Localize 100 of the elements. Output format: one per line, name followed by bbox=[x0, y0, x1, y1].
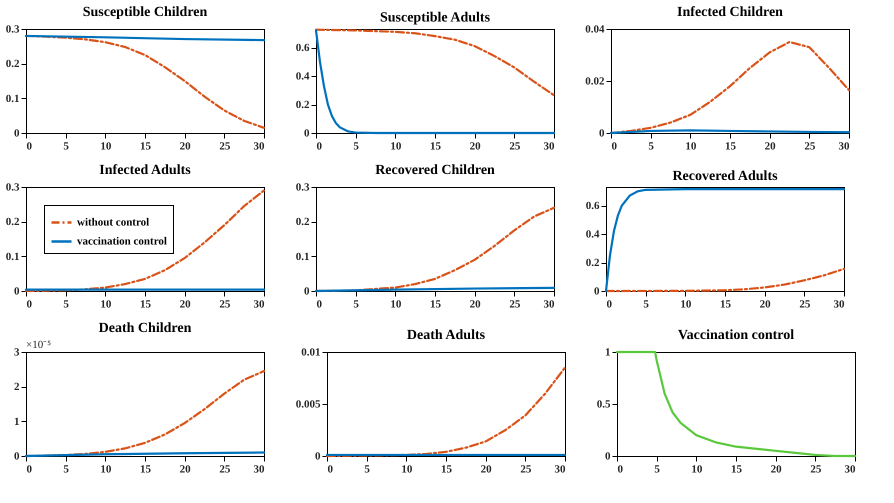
line-series bbox=[326, 366, 566, 458]
y-tick-label: 0.02 bbox=[585, 76, 605, 88]
x-tick-label: 25 bbox=[219, 298, 231, 310]
x-tick-label: 5 bbox=[364, 464, 370, 476]
y-tick-label: 0 bbox=[599, 128, 605, 140]
line-series bbox=[314, 28, 556, 96]
y-tick-label: 0.2 bbox=[6, 58, 20, 70]
chart-title: Recovered Children bbox=[375, 163, 496, 178]
x-tick-label: 20 bbox=[480, 464, 492, 476]
y-tick-label: 0.4 bbox=[296, 70, 310, 83]
x-tick-label: 15 bbox=[725, 140, 736, 152]
x-tick-label: 20 bbox=[760, 298, 772, 310]
x-tick-label: 30 bbox=[844, 464, 856, 476]
chart-title: Susceptible Children bbox=[82, 5, 208, 20]
y-tick-label: 0.04 bbox=[585, 24, 605, 36]
x-tick-label: 20 bbox=[180, 298, 192, 310]
chart-title: Susceptible Adults bbox=[380, 10, 491, 26]
x-tick-label: 30 bbox=[254, 298, 265, 310]
x-tick-label: 25 bbox=[509, 140, 521, 152]
y-tick-label: 0.3 bbox=[6, 24, 20, 36]
x-tick-label: 20 bbox=[180, 140, 192, 152]
x-tick-label: 30 bbox=[544, 298, 555, 310]
x-tick-label: 10 bbox=[390, 298, 402, 310]
line-series bbox=[616, 350, 856, 458]
y-tick-label: 0.5 bbox=[596, 398, 611, 410]
x-tick-label: 5 bbox=[63, 464, 70, 476]
chart-title: Recovered Adults bbox=[672, 169, 778, 184]
x-tick-label: 20 bbox=[470, 140, 482, 152]
y-tick-label: 0.2 bbox=[586, 257, 600, 270]
y-tick-label: 0 bbox=[304, 128, 310, 140]
y-tick-label: 0.3 bbox=[6, 182, 20, 194]
x-tick-label: 25 bbox=[520, 464, 532, 476]
y-tick-label: 0.1 bbox=[6, 92, 20, 105]
x-tick-label: 10 bbox=[401, 464, 413, 476]
x-tick-label: 20 bbox=[770, 464, 782, 476]
x-tick-label: 25 bbox=[509, 298, 521, 310]
y-tick-label: 0.2 bbox=[296, 216, 310, 228]
x-tick-label: 25 bbox=[799, 298, 811, 310]
y-tick-label: 0 bbox=[605, 450, 611, 462]
x-tick-label: 10 bbox=[390, 140, 402, 152]
x-tick-label: 5 bbox=[353, 140, 360, 152]
x-tick-label: 10 bbox=[100, 140, 112, 152]
x-tick-label: 25 bbox=[219, 140, 231, 152]
x-tick-label: 20 bbox=[180, 464, 192, 476]
x-tick-label: 15 bbox=[720, 298, 732, 310]
x-tick-label: 25 bbox=[219, 464, 231, 476]
chart-title: Infected Adults bbox=[99, 163, 192, 178]
y-tick-label: 0.1 bbox=[296, 250, 310, 263]
line-series bbox=[610, 40, 850, 134]
x-tick-label: 10 bbox=[685, 140, 697, 152]
x-tick-label: 0 bbox=[26, 140, 32, 152]
y-tick-label: 0.005 bbox=[296, 398, 321, 410]
x-tick-label: 20 bbox=[764, 140, 776, 152]
x-tick-label: 0 bbox=[26, 464, 32, 476]
x-tick-label: 5 bbox=[654, 464, 660, 476]
x-tick-label: 30 bbox=[254, 140, 265, 152]
x-tick-label: 30 bbox=[838, 140, 850, 152]
text: ×10⁻⁵ bbox=[26, 339, 52, 351]
x-tick-label: 5 bbox=[643, 298, 650, 310]
x-tick-label: 15 bbox=[430, 298, 442, 310]
x-tick-label: 10 bbox=[100, 464, 112, 476]
x-tick-label: 5 bbox=[63, 298, 70, 310]
x-tick-label: 5 bbox=[353, 298, 360, 310]
legend-label: vaccination control bbox=[77, 236, 167, 248]
y-tick-label: 0.2 bbox=[6, 216, 20, 228]
x-tick-label: 15 bbox=[731, 464, 742, 476]
x-tick-label: 30 bbox=[554, 464, 566, 476]
x-tick-label: 5 bbox=[63, 140, 70, 152]
y-tick-label: 0.01 bbox=[301, 346, 320, 358]
y-tick-label: 0 bbox=[304, 286, 310, 298]
chart-title: Death Adults bbox=[406, 328, 486, 343]
x-tick-label: 30 bbox=[544, 140, 555, 152]
x-tick-label: 15 bbox=[441, 464, 452, 476]
y-tick-label: 0 bbox=[315, 450, 321, 462]
x-tick-label: 15 bbox=[140, 464, 152, 476]
x-tick-label: 25 bbox=[804, 140, 816, 152]
y-tick-label: 2 bbox=[14, 381, 20, 394]
y-tick-label: 0.4 bbox=[586, 228, 600, 241]
y-tick-label: 0 bbox=[14, 128, 20, 140]
x-tick-label: 0 bbox=[618, 464, 624, 476]
y-tick-label: 0 bbox=[14, 286, 20, 298]
x-tick-label: 20 bbox=[470, 298, 482, 310]
y-tick-label: 0.3 bbox=[296, 182, 310, 194]
x-tick-label: 10 bbox=[691, 464, 703, 476]
chart-title: Infected Children bbox=[677, 5, 784, 20]
y-tick-label: 1 bbox=[14, 416, 20, 428]
chart-title: Death Children bbox=[98, 321, 192, 336]
x-tick-label: 25 bbox=[810, 464, 822, 476]
x-tick-label: 5 bbox=[648, 140, 654, 152]
x-tick-label: 10 bbox=[680, 298, 692, 310]
y-tick-label: 0.6 bbox=[586, 200, 600, 212]
x-tick-label: 15 bbox=[430, 140, 442, 152]
x-tick-label: 15 bbox=[140, 298, 152, 310]
y-tick-label: 0.2 bbox=[296, 99, 310, 112]
x-tick-label: 30 bbox=[254, 464, 265, 476]
y-tick-label: 0.1 bbox=[6, 250, 20, 263]
line-series bbox=[604, 268, 846, 292]
y-tick-label: 0 bbox=[14, 450, 20, 462]
y-tick-label: 0 bbox=[594, 286, 600, 298]
x-tick-label: 0 bbox=[328, 464, 334, 476]
